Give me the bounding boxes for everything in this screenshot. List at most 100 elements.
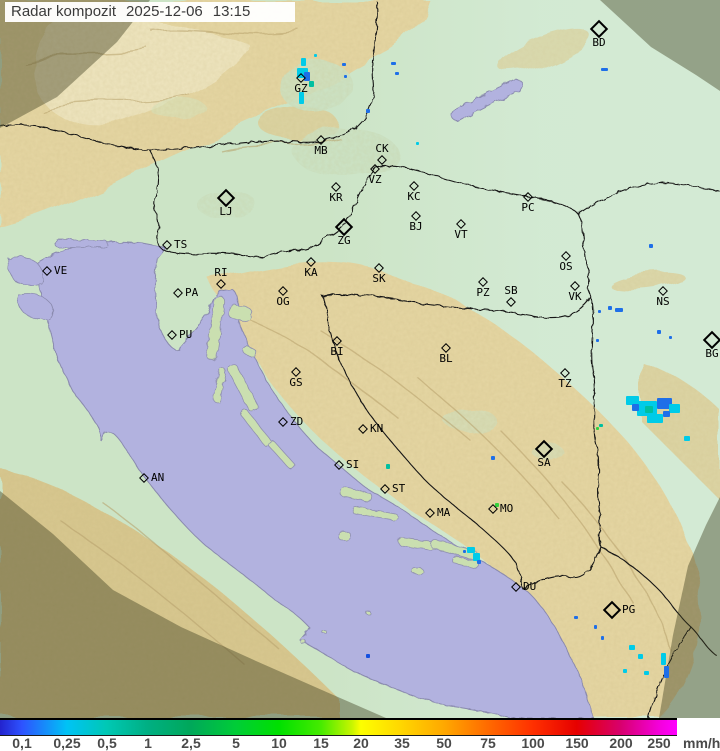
legend: 0,1 0,25 0,5 1 2,5 5 10 15 20 35 50 75 100 150 200 250 m… bbox=[0, 718, 720, 751]
city-label-VK: VK bbox=[568, 290, 582, 303]
radar-echo bbox=[477, 560, 481, 564]
city-label-PU: PU bbox=[179, 328, 193, 341]
city-label-KN: KN bbox=[370, 422, 384, 435]
radar-echo bbox=[314, 54, 317, 57]
radar-echo bbox=[626, 396, 639, 405]
radar-echo bbox=[615, 308, 623, 312]
title-bar: Radar kompozit 2025-12-06 13:15 bbox=[5, 2, 295, 22]
product-date: 2025-12-06 bbox=[126, 3, 203, 20]
city-label-OG: OG bbox=[276, 295, 290, 308]
city-label-TZ: TZ bbox=[558, 377, 572, 390]
city-label-BG: BG bbox=[705, 347, 719, 360]
radar-echo bbox=[623, 669, 627, 673]
city-label-SI: SI bbox=[346, 458, 360, 471]
radar-echo bbox=[601, 68, 608, 71]
radar-echo bbox=[299, 92, 304, 104]
legend-color-bar bbox=[0, 718, 677, 736]
radar-echo bbox=[598, 310, 601, 313]
radar-echo bbox=[608, 306, 612, 310]
city-label-AN: AN bbox=[151, 471, 165, 484]
product-name: Radar kompozit bbox=[11, 3, 117, 20]
legend-tick-200: 200 bbox=[609, 735, 633, 751]
city-label-SK: SK bbox=[372, 272, 386, 285]
city-label-ST: ST bbox=[392, 482, 406, 495]
city-label-BJ: BJ bbox=[409, 220, 423, 233]
islands bbox=[205, 295, 481, 645]
radar-echo bbox=[596, 339, 599, 342]
radar-echo bbox=[638, 654, 643, 659]
radar-echo bbox=[491, 456, 495, 460]
radar-echo bbox=[594, 625, 597, 629]
city-label-BL: BL bbox=[439, 352, 453, 365]
legend-tick-5: 5 bbox=[232, 735, 240, 751]
city-label-KC: KC bbox=[407, 190, 421, 203]
radar-echo bbox=[463, 550, 466, 553]
city-label-CK: CK bbox=[375, 142, 389, 155]
legend-tick-2,5: 2,5 bbox=[181, 735, 201, 751]
legend-unit: mm/h bbox=[683, 735, 720, 751]
city-label-GZ: GZ bbox=[294, 82, 308, 95]
radar-echo bbox=[344, 75, 347, 78]
radar-echo bbox=[366, 109, 370, 113]
radar-echo bbox=[657, 398, 672, 409]
city-label-BI: BI bbox=[330, 345, 344, 358]
radar-coverage-mask bbox=[0, 0, 720, 718]
city-label-SA: SA bbox=[537, 456, 551, 469]
legend-tick-1: 1 bbox=[144, 735, 152, 751]
product-time: 13:15 bbox=[212, 3, 251, 20]
radar-echo bbox=[601, 636, 604, 640]
legend-tick-50: 50 bbox=[436, 735, 452, 751]
city-label-OS: OS bbox=[559, 260, 573, 273]
radar-echo bbox=[663, 411, 670, 417]
radar-echo bbox=[629, 645, 635, 650]
legend-tick-0,25: 0,25 bbox=[53, 735, 81, 751]
legend-tick-150: 150 bbox=[565, 735, 589, 751]
legend-tick-10: 10 bbox=[271, 735, 287, 751]
city-label-VT: VT bbox=[454, 228, 468, 241]
radar-echo bbox=[309, 81, 314, 87]
legend-tick-75: 75 bbox=[480, 735, 496, 751]
city-label-PA: PA bbox=[185, 286, 199, 299]
city-label-BD: BD bbox=[592, 36, 606, 49]
radar-echo bbox=[657, 330, 661, 334]
radar-echo bbox=[645, 406, 653, 413]
radar-echo bbox=[301, 58, 306, 66]
legend-tick-100: 100 bbox=[521, 735, 545, 751]
radar-echo bbox=[391, 62, 396, 65]
map-area: BD GZ MB CK VZ KR KC PC LJ BJ VT ZG TS OS KA SK VE RI PA OG… bbox=[0, 0, 720, 718]
radar-echo bbox=[473, 553, 480, 561]
radar-echo bbox=[297, 68, 308, 78]
radar-echo bbox=[366, 654, 370, 658]
city-label-MO: MO bbox=[500, 502, 514, 515]
legend-tick-15: 15 bbox=[313, 735, 329, 751]
city-label-MA: MA bbox=[437, 506, 451, 519]
city-label-KA: KA bbox=[304, 266, 318, 279]
radar-echo bbox=[416, 142, 419, 145]
radar-echo bbox=[574, 616, 578, 619]
legend-tick-0,5: 0,5 bbox=[97, 735, 117, 751]
radar-echo bbox=[661, 653, 666, 665]
radar-echo bbox=[596, 427, 599, 430]
radar-echo bbox=[395, 72, 399, 75]
radar-echo bbox=[644, 671, 649, 675]
city-label-PC: PC bbox=[521, 201, 535, 214]
radar-echo bbox=[649, 244, 653, 248]
city-label-RI: RI bbox=[214, 266, 228, 279]
city-label-KR: KR bbox=[329, 191, 343, 204]
city-label-NS: NS bbox=[656, 295, 670, 308]
city-label-ZD: ZD bbox=[290, 415, 304, 428]
radar-echo bbox=[304, 72, 310, 81]
city-label-DU: DU bbox=[523, 580, 537, 593]
radar-echo bbox=[684, 436, 690, 441]
city-label-MB: MB bbox=[314, 144, 328, 157]
legend-tick-35: 35 bbox=[394, 735, 410, 751]
radar-echo bbox=[467, 547, 475, 553]
radar-echo bbox=[669, 404, 680, 413]
radar-echo bbox=[632, 404, 639, 411]
radar-echo bbox=[647, 414, 663, 423]
city-label-TS: TS bbox=[174, 238, 188, 251]
city-label-GS: GS bbox=[289, 376, 303, 389]
radar-echo bbox=[342, 63, 346, 66]
radar-echo bbox=[599, 424, 603, 427]
